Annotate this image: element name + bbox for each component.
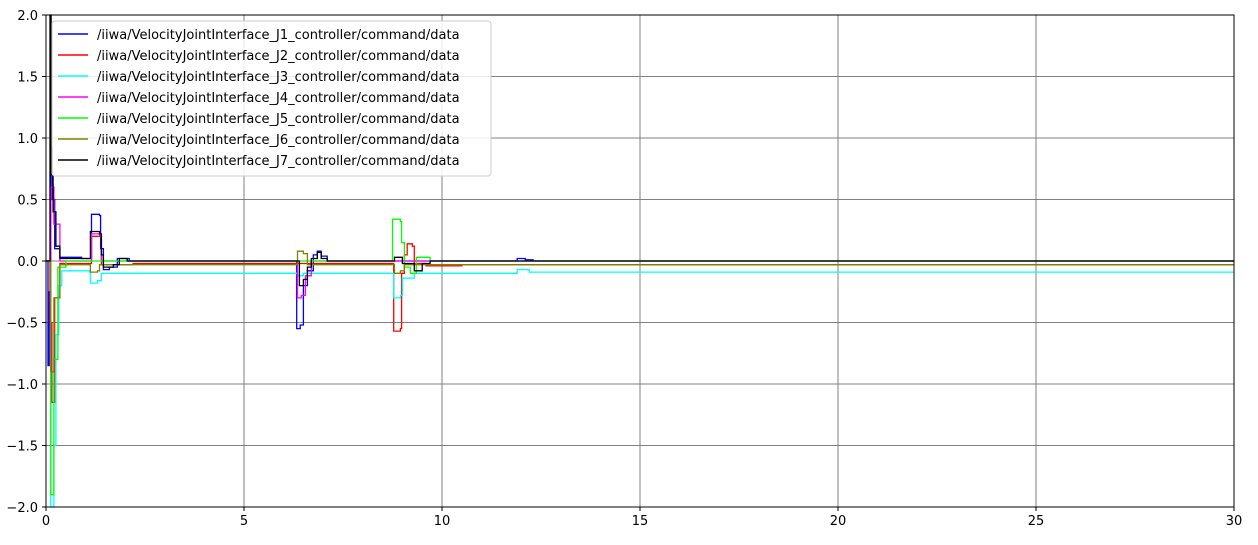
series-line-j4 [46, 186, 1234, 299]
legend-label: /iiwa/VelocityJointInterface_J1_controll… [97, 28, 460, 43]
series-line-j6 [46, 250, 1234, 373]
series-line-j1 [46, 147, 1234, 367]
y-tick-label: 1.0 [17, 132, 38, 147]
y-axis: 2.0 1.5 1.0 0.5 0.0 −0.5 −1.0 −1.5 −2.0 [6, 9, 46, 516]
legend-label: /iiwa/VelocityJointInterface_J4_controll… [97, 91, 460, 106]
y-tick-label: 0.5 [17, 194, 38, 209]
x-tick-label: 0 [42, 514, 50, 529]
x-tick-label: 20 [830, 514, 847, 529]
y-tick-label: 0.0 [17, 255, 38, 270]
series-layer [46, 14, 1234, 508]
series-line-j7 [46, 14, 1234, 287]
legend-label: /iiwa/VelocityJointInterface_J5_controll… [97, 112, 460, 127]
legend-label: /iiwa/VelocityJointInterface_J6_controll… [97, 133, 460, 148]
x-tick-label: 30 [1226, 514, 1243, 529]
x-tick-label: 5 [240, 514, 248, 529]
x-tick-label: 10 [434, 514, 451, 529]
x-axis: 0 5 10 15 20 25 30 [42, 507, 1242, 529]
x-tick-label: 25 [1028, 514, 1045, 529]
y-tick-label: 2.0 [17, 9, 38, 24]
legend-label: /iiwa/VelocityJointInterface_J3_controll… [97, 70, 460, 85]
legend-label: /iiwa/VelocityJointInterface_J2_controll… [97, 49, 460, 64]
legend-box [51, 20, 492, 177]
y-tick-label: −1.5 [6, 440, 38, 455]
y-tick-label: −2.0 [6, 501, 38, 516]
legend-label: /iiwa/VelocityJointInterface_J7_controll… [97, 154, 460, 169]
series-line-j5 [46, 218, 1234, 496]
y-tick-label: −0.5 [6, 317, 38, 332]
series-line-j3 [46, 260, 1234, 508]
x-tick-label: 15 [632, 514, 649, 529]
legend: /iiwa/VelocityJointInterface_J1_controll… [51, 20, 492, 177]
y-tick-label: −1.0 [6, 378, 38, 393]
y-tick-label: 1.5 [17, 71, 38, 86]
